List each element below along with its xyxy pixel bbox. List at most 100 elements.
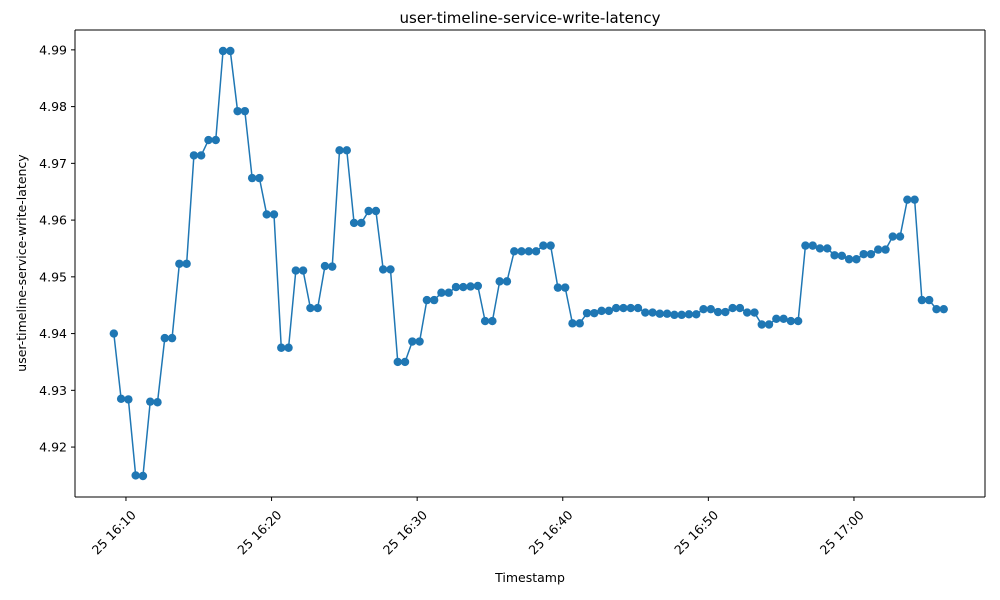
data-point	[371, 206, 381, 216]
data-point	[408, 337, 417, 346]
data-point	[917, 295, 927, 305]
data-point	[568, 319, 577, 328]
data-point	[298, 266, 308, 275]
data-point	[138, 471, 148, 481]
data-point	[480, 316, 490, 326]
data-point	[109, 329, 119, 338]
data-point	[306, 303, 315, 313]
data-point	[473, 281, 483, 291]
data-point	[692, 310, 701, 319]
data-point	[662, 309, 672, 318]
data-point	[742, 308, 752, 317]
data-point	[582, 308, 592, 318]
x-axis-label: Timestamp	[494, 570, 565, 585]
axes-frame	[74, 29, 986, 498]
data-point	[895, 232, 905, 241]
data-point	[386, 265, 395, 274]
y-tick-label: 4.95	[39, 269, 67, 284]
data-point	[488, 316, 497, 326]
data-point	[859, 249, 868, 259]
data-point	[815, 244, 825, 253]
data-point	[328, 262, 337, 271]
data-point	[131, 471, 140, 480]
data-point	[793, 316, 803, 326]
data-point	[728, 303, 737, 313]
data-point	[546, 241, 555, 250]
data-point	[357, 218, 366, 228]
y-tick-label: 4.96	[39, 213, 67, 228]
data-point	[604, 306, 614, 316]
data-point	[175, 259, 184, 268]
data-point	[349, 218, 359, 228]
data-point	[240, 106, 250, 116]
data-point	[633, 303, 643, 313]
data-point	[721, 307, 730, 317]
data-point	[218, 46, 228, 56]
data-point	[910, 195, 919, 204]
data-point	[706, 304, 715, 314]
data-point	[466, 282, 475, 291]
data-point	[116, 394, 126, 404]
data-point	[852, 255, 861, 264]
data-point	[648, 308, 657, 317]
data-point	[866, 249, 876, 259]
data-point	[291, 266, 301, 275]
data-point	[524, 247, 533, 256]
y-tick-label: 4.94	[39, 326, 67, 341]
data-point	[684, 310, 694, 319]
data-point	[539, 241, 548, 250]
data-point	[779, 314, 788, 324]
data-point	[313, 303, 322, 313]
data-point	[553, 283, 563, 292]
data-point	[713, 307, 723, 317]
data-point	[757, 320, 766, 329]
data-point	[393, 357, 402, 367]
data-point	[655, 309, 665, 318]
data-point	[874, 245, 883, 254]
chart-title: user-timeline-service-write-latency	[400, 9, 661, 27]
data-point	[124, 395, 133, 404]
data-point	[801, 241, 810, 250]
data-point	[444, 288, 453, 297]
data-point	[153, 398, 162, 407]
series-layer	[109, 46, 948, 481]
data-point	[670, 310, 679, 320]
data-point	[597, 306, 606, 316]
data-point	[881, 245, 890, 254]
data-point	[750, 308, 759, 317]
data-point	[284, 343, 293, 352]
data-point	[146, 397, 155, 406]
data-point	[786, 316, 796, 326]
data-point	[196, 151, 206, 160]
data-point	[422, 295, 432, 305]
data-point	[903, 195, 912, 204]
data-point	[320, 261, 330, 271]
data-point	[342, 146, 351, 155]
data-point	[677, 310, 686, 320]
data-point	[764, 320, 774, 329]
data-point	[378, 265, 388, 274]
data-point	[167, 333, 177, 343]
data-point	[590, 308, 599, 318]
data-point	[437, 288, 446, 297]
data-point	[830, 251, 839, 260]
data-point	[233, 106, 242, 116]
data-point	[619, 303, 628, 313]
data-point	[502, 277, 512, 286]
data-point	[837, 251, 847, 261]
data-point	[182, 259, 191, 268]
data-point	[823, 244, 832, 253]
y-axis-label: user-timeline-service-write-latency	[14, 154, 29, 372]
data-point	[364, 206, 373, 216]
data-point	[459, 282, 468, 292]
y-tick-label: 4.98	[39, 99, 67, 114]
data-point	[888, 232, 897, 241]
y-tick-label: 4.99	[39, 42, 67, 57]
data-point	[924, 295, 934, 305]
data-point	[735, 303, 745, 313]
data-point	[247, 173, 257, 183]
data-point	[517, 247, 526, 256]
data-point	[626, 303, 635, 313]
data-point	[932, 304, 941, 314]
